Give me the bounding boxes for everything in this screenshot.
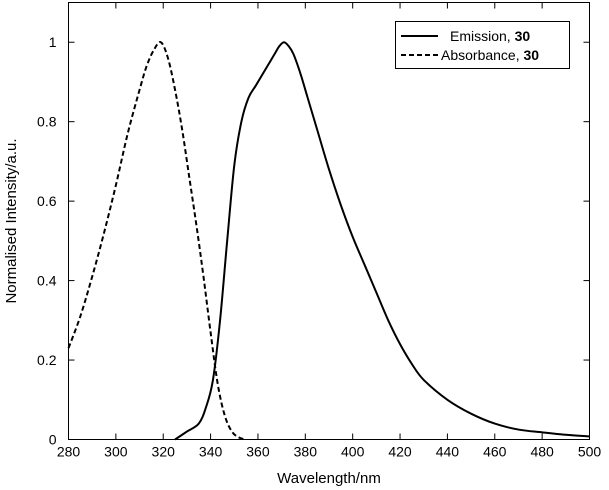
y-tick-label: 0.4 <box>37 273 57 289</box>
legend: Emission, 30 Absorbance, 30 <box>395 21 570 69</box>
x-tick-label: 420 <box>388 444 412 460</box>
y-axis-title: Normalised Intensity/a.u. <box>3 138 20 303</box>
x-tick-label: 360 <box>246 444 270 460</box>
x-tick-label: 380 <box>294 444 318 460</box>
x-tick-label: 440 <box>436 444 460 460</box>
legend-box <box>395 21 570 69</box>
y-tick-label: 0.2 <box>37 352 57 368</box>
axis-ticks <box>68 2 590 440</box>
x-tick-label: 320 <box>152 444 176 460</box>
absorbance-series-line <box>67 41 247 441</box>
x-axis-title: Wavelength/nm <box>277 470 381 487</box>
legend-absorbance-label: Absorbance, 30 <box>441 47 539 63</box>
x-tick-label: 280 <box>57 444 81 460</box>
y-tick-label: 0 <box>49 432 57 448</box>
x-tick-label: 340 <box>199 444 223 460</box>
x-tick-label: 480 <box>530 444 554 460</box>
axis-tick-labels: 280 300 320 340 360 380 400 420 440 460 480 500 0 0.2… <box>37 34 601 459</box>
x-tick-label: 460 <box>483 444 507 460</box>
legend-emission-label: Emission, 30 <box>450 28 530 44</box>
x-tick-label: 400 <box>341 444 365 460</box>
y-tick-label: 1 <box>49 34 57 50</box>
plot-frame <box>68 2 590 440</box>
series-layer <box>67 41 590 441</box>
y-tick-label: 0.6 <box>37 193 57 209</box>
emission-series-line <box>174 41 590 441</box>
x-tick-label: 300 <box>104 444 128 460</box>
x-tick-label: 500 <box>578 444 602 460</box>
y-tick-label: 0.8 <box>37 114 57 130</box>
